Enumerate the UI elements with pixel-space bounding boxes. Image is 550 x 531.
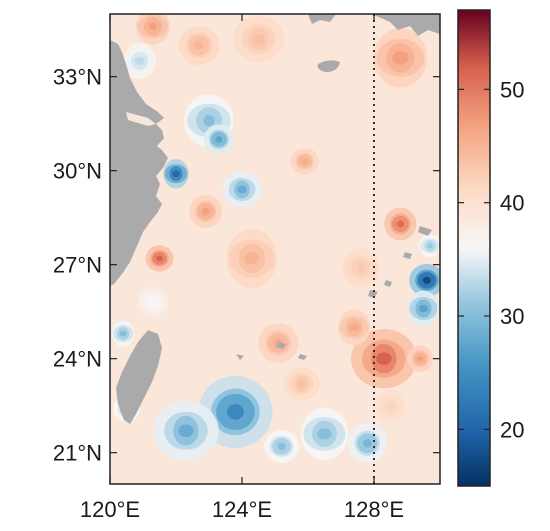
korea-coast bbox=[308, 14, 336, 24]
field-contour bbox=[349, 323, 360, 332]
lon-tick-label: 120°E bbox=[80, 497, 140, 522]
field-blob bbox=[137, 285, 169, 319]
field-contour bbox=[277, 442, 286, 450]
field-contour bbox=[202, 207, 210, 215]
field-contour bbox=[178, 424, 194, 438]
colorbar-tick-label: 20 bbox=[500, 417, 524, 442]
field-contour bbox=[194, 41, 204, 50]
field-contour bbox=[203, 114, 215, 127]
field-blob bbox=[135, 14, 170, 45]
field-blob bbox=[189, 194, 222, 228]
colorbar-tick-label: 50 bbox=[500, 77, 524, 102]
field-blob bbox=[407, 345, 434, 372]
field-contour bbox=[149, 22, 157, 31]
longitude-tick-labels: 120°E 124°E 128°E bbox=[80, 497, 404, 522]
field-contour bbox=[243, 252, 260, 265]
field-blob bbox=[203, 124, 235, 155]
field-contour bbox=[317, 428, 332, 440]
lon-tick-label: 128°E bbox=[344, 497, 404, 522]
field-contour bbox=[396, 220, 405, 228]
field-blob bbox=[300, 407, 349, 461]
field-contour bbox=[376, 352, 392, 366]
taiwan-island bbox=[116, 330, 162, 424]
field-blob bbox=[153, 401, 219, 461]
field-contour bbox=[215, 136, 223, 143]
yangtze-estuary bbox=[126, 112, 156, 126]
colorbar-tick-label: 40 bbox=[500, 191, 524, 216]
field-blob bbox=[226, 228, 278, 289]
field-contour bbox=[392, 51, 409, 65]
lat-tick-label: 21°N bbox=[53, 441, 102, 466]
field-blob bbox=[419, 234, 440, 258]
field-blob bbox=[111, 320, 135, 347]
field-blob bbox=[375, 389, 406, 423]
field-blob bbox=[290, 148, 319, 175]
field-blob bbox=[342, 248, 380, 288]
field-contour bbox=[422, 276, 431, 284]
field-contour bbox=[362, 439, 372, 448]
field-blob bbox=[373, 28, 427, 88]
lat-tick-label: 27°N bbox=[53, 253, 102, 278]
field-blob bbox=[264, 429, 300, 463]
field-contour bbox=[156, 255, 163, 262]
lon-tick-label: 124°E bbox=[212, 497, 272, 522]
field-contour bbox=[417, 355, 424, 362]
field-contour bbox=[301, 158, 308, 165]
field-blob bbox=[409, 263, 440, 297]
colorbar-gradient bbox=[457, 9, 491, 487]
field-contour bbox=[427, 243, 433, 249]
lat-tick-label: 33°N bbox=[53, 65, 102, 90]
colorbar: 20 30 40 50 bbox=[457, 9, 524, 487]
kyushu-coast bbox=[372, 14, 440, 36]
field-blob bbox=[123, 42, 156, 80]
field-contour bbox=[172, 170, 180, 177]
field-blob bbox=[163, 158, 189, 189]
field-blob bbox=[232, 16, 285, 63]
lat-tick-label: 30°N bbox=[53, 159, 102, 184]
field-contour bbox=[356, 263, 366, 273]
field-contour bbox=[297, 380, 306, 388]
latitude-tick-labels: 21°N 24°N 27°N 30°N 33°N bbox=[53, 65, 102, 466]
field-blob bbox=[283, 367, 320, 401]
field-contour bbox=[237, 185, 247, 194]
field-blob bbox=[221, 171, 263, 208]
frame-ticks bbox=[109, 14, 440, 484]
land-layer bbox=[110, 14, 440, 424]
colorbar-ticks: 20 30 40 50 bbox=[458, 77, 524, 442]
field-blob bbox=[348, 423, 387, 464]
mainland-china-coast bbox=[110, 40, 168, 286]
field-contour bbox=[149, 298, 157, 306]
map-frame bbox=[109, 13, 441, 485]
field-blob bbox=[337, 309, 371, 346]
field-contour bbox=[119, 330, 127, 337]
lat-tick-label: 24°N bbox=[53, 347, 102, 372]
field-blob bbox=[384, 207, 417, 241]
field-blob bbox=[408, 290, 439, 327]
map-panel bbox=[109, 13, 441, 485]
colorbar-tick-label: 30 bbox=[500, 304, 524, 329]
field-blob bbox=[178, 25, 220, 66]
jeju-island bbox=[317, 60, 340, 72]
field-contour bbox=[385, 402, 396, 410]
field-contour bbox=[418, 304, 429, 313]
field-contour bbox=[134, 57, 145, 65]
field-contour bbox=[252, 34, 265, 45]
field-blob bbox=[145, 245, 174, 272]
field-contour bbox=[226, 404, 244, 420]
